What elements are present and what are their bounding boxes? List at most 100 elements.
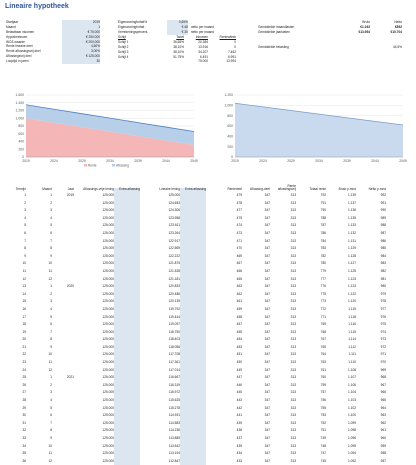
forfait-row: Eigenwoningforfait% 0,65% bbox=[118, 20, 218, 25]
table-row: 25 1 2021 125.000 116.667 447 347 313 760 1.107 96… bbox=[2, 374, 414, 382]
table-cell bbox=[180, 427, 206, 435]
table-cell: 988 bbox=[380, 223, 386, 228]
table-cell bbox=[114, 389, 140, 398]
table-cell bbox=[52, 420, 74, 428]
table-cell bbox=[180, 237, 206, 246]
table-cell: 21 bbox=[22, 344, 26, 349]
table-cell: 8 bbox=[50, 337, 52, 342]
table-row: 30 6 125.000 114.931 441 347 313 753 1.100 963 bbox=[2, 412, 414, 420]
table-cell: 313 bbox=[290, 420, 296, 425]
table-cell: 125.000 bbox=[102, 215, 114, 220]
table-cell bbox=[52, 215, 74, 223]
table-cell: 347 bbox=[264, 451, 270, 456]
table-cell bbox=[52, 268, 74, 276]
parameter-value: 30 bbox=[62, 59, 100, 65]
table-row: 24 12 125.000 117.014 449 347 313 761 1.108 969 bbox=[2, 366, 414, 375]
table-cell: 122.569 bbox=[168, 246, 180, 251]
table-cell: 313 bbox=[290, 208, 296, 213]
table-cell: 985 bbox=[380, 246, 386, 251]
table-cell: 347 bbox=[264, 306, 270, 311]
table-row: 2 2 125.000 124.653 478 347 313 791 1.137 991 bbox=[2, 199, 414, 208]
table-cell: 125.000 bbox=[102, 246, 114, 251]
table-cell: 313 bbox=[290, 344, 296, 349]
table-cell bbox=[114, 404, 140, 413]
table-cell: 471 bbox=[236, 238, 242, 243]
table-cell: 118.750 bbox=[168, 329, 180, 334]
table-cell bbox=[180, 457, 206, 465]
table-cell: 347 bbox=[264, 382, 270, 387]
table-cell: 980 bbox=[380, 284, 386, 289]
tax-bracket-row: Schijf 2 38,10% 13.916 0 bbox=[118, 45, 238, 50]
table-cell: 3 bbox=[50, 390, 52, 395]
header-tarief: Tarief bbox=[176, 35, 184, 39]
summary-netto: €892 bbox=[394, 24, 402, 29]
table-cell: 313 bbox=[290, 306, 296, 311]
table-row: 13 1 2020 125.000 120.833 463 347 313 776 1.123 98… bbox=[2, 283, 414, 291]
table-cell: 347 bbox=[264, 420, 270, 425]
table-cell bbox=[114, 290, 140, 299]
parameter-value: 2019 bbox=[62, 20, 100, 25]
y-tick-label: 1.400 bbox=[16, 101, 25, 105]
table-cell: 772 bbox=[320, 306, 326, 311]
column-header: Netto p.mnd bbox=[368, 187, 386, 192]
table-cell: 313 bbox=[290, 428, 296, 433]
bracket-deduction: 0 bbox=[234, 39, 236, 44]
table-row: 16 4 125.000 119.792 459 347 313 772 1.119 977 bbox=[2, 305, 414, 314]
table-cell: 347 bbox=[264, 375, 270, 380]
area-series bbox=[235, 103, 403, 157]
table-cell: 11 bbox=[48, 268, 52, 273]
table-cell bbox=[114, 199, 140, 208]
forfait-label: Verrekeningspercent. bbox=[118, 29, 149, 34]
table-row: 17 5 125.000 119.444 458 347 313 771 1.118 976 bbox=[2, 313, 414, 322]
summary-row-maand: Gemiddelde maandlasten €1.163 €892 bbox=[258, 25, 408, 30]
table-row: 29 5 125.000 115.278 442 347 313 755 1.102 964 bbox=[2, 404, 414, 413]
series-line bbox=[234, 102, 404, 126]
table-cell: 442 bbox=[236, 405, 242, 410]
y-tick-label: 1.000 bbox=[16, 116, 25, 120]
table-cell bbox=[114, 359, 140, 367]
table-cell: 1.104 bbox=[348, 390, 356, 395]
table-cell: 23 bbox=[22, 360, 26, 365]
table-cell: 10 bbox=[48, 352, 52, 357]
parameter-row: Looptijd in jaren 30 bbox=[6, 59, 102, 65]
table-cell: 2 bbox=[24, 200, 26, 205]
table-cell bbox=[114, 252, 140, 261]
table-cell bbox=[180, 245, 206, 253]
table-cell: 1.125 bbox=[348, 268, 356, 273]
forfait-label: Eigenwoningforfait bbox=[118, 24, 145, 29]
table-cell bbox=[114, 222, 140, 230]
table-cell: 125.000 bbox=[102, 238, 114, 243]
table-cell bbox=[180, 381, 206, 390]
y-tick-label: 400 bbox=[227, 135, 233, 139]
table-cell: 347 bbox=[264, 208, 270, 213]
table-cell: 982 bbox=[380, 268, 386, 273]
table-cell: 1.102 bbox=[348, 405, 356, 410]
y-tick-label: 0 bbox=[231, 155, 233, 159]
bracket-income: 6.491 bbox=[200, 54, 208, 59]
table-row: 19 7 125.000 118.750 455 347 313 768 1.115 974 bbox=[2, 328, 414, 337]
table-cell bbox=[180, 389, 206, 398]
table-cell: 3 bbox=[24, 208, 26, 213]
table-row: 20 8 125.000 118.403 454 347 313 767 1.114 973 bbox=[2, 336, 414, 344]
table-cell: 347 bbox=[264, 337, 270, 342]
table-cell: 478 bbox=[236, 200, 242, 205]
parameter-label: WOZ-waarde bbox=[6, 39, 25, 44]
table-cell: 313 bbox=[290, 436, 296, 440]
table-cell: 36 bbox=[22, 458, 26, 463]
table-cell: 1.120 bbox=[348, 299, 356, 304]
table-cell bbox=[52, 321, 74, 329]
table-cell bbox=[52, 458, 74, 465]
table-cell bbox=[52, 405, 74, 413]
summary-bruto: €13.954 bbox=[358, 29, 370, 34]
table-cell: 764 bbox=[320, 352, 326, 357]
table-cell bbox=[52, 412, 74, 420]
table-cell bbox=[52, 200, 74, 208]
table-cell: 1 bbox=[50, 375, 52, 380]
table-cell: 313 bbox=[290, 284, 296, 289]
table-cell: 313 bbox=[290, 405, 296, 410]
table-cell bbox=[180, 374, 206, 382]
table-cell: 990 bbox=[380, 208, 386, 213]
table-cell bbox=[114, 336, 140, 344]
table-cell: 313 bbox=[290, 390, 296, 395]
table-cell: 969 bbox=[380, 367, 386, 372]
